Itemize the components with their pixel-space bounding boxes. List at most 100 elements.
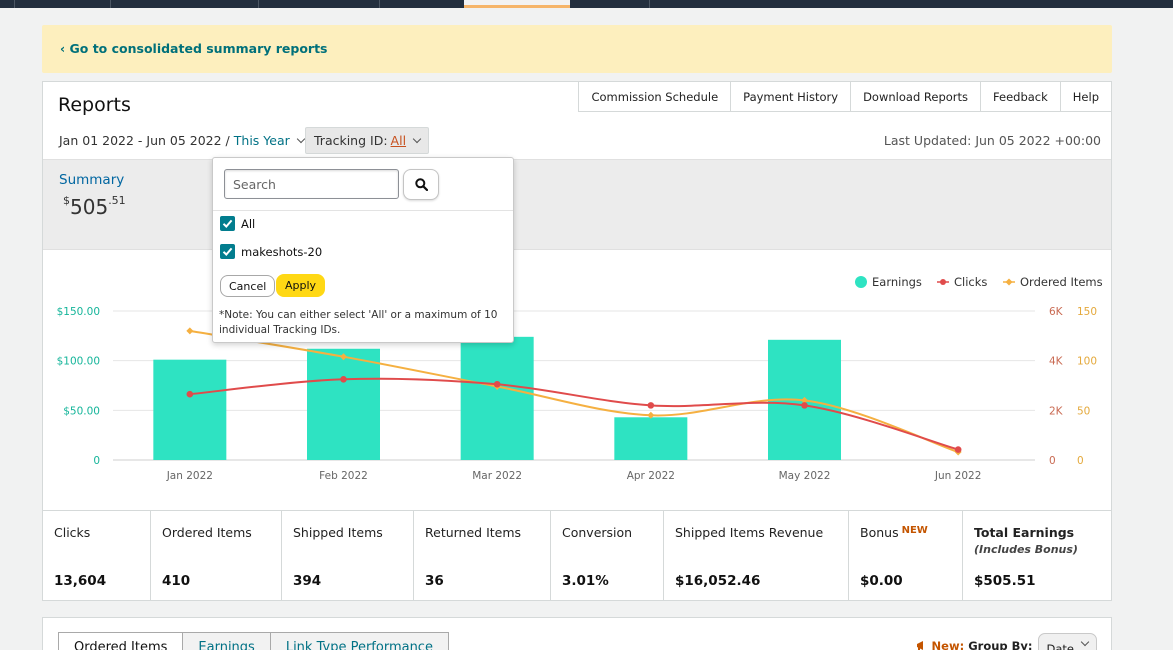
tab-payment-history[interactable]: Payment History	[730, 81, 852, 112]
option-label: makeshots-20	[241, 244, 323, 259]
nav-separator	[110, 0, 111, 8]
summary-currency: $	[63, 194, 70, 207]
tracking-id-dropdown[interactable]: Tracking ID: All	[305, 127, 430, 154]
legend-ordered-items: Ordered Items	[1020, 275, 1103, 289]
search-icon	[414, 178, 428, 191]
clicks-point	[493, 380, 501, 388]
clicks-point	[647, 402, 655, 409]
chevron-down-icon	[1080, 637, 1090, 647]
tab-link-type-performance[interactable]: Link Type Performance	[269, 632, 449, 650]
tab-help[interactable]: Help	[1059, 81, 1112, 112]
clicks-axis-tick: 0	[1049, 455, 1056, 467]
consolidated-banner: ‹ Go to consolidated summary reports	[42, 25, 1112, 73]
summary-cents: .51	[108, 194, 126, 207]
x-axis-tick: Jun 2022	[934, 470, 981, 482]
clicks-axis-tick: 2K	[1049, 405, 1064, 417]
items-axis-tick: 150	[1077, 306, 1097, 318]
nav-separator	[649, 0, 650, 8]
nav-separator	[258, 0, 259, 8]
new-feature-label: New:	[916, 639, 965, 650]
search-button[interactable]	[403, 169, 439, 200]
earnings-bar	[460, 336, 534, 460]
items-axis-tick: 50	[1077, 405, 1090, 417]
clicks-axis-tick: 4K	[1049, 356, 1064, 368]
group-by-label: Group By:	[968, 639, 1033, 650]
tab-earnings[interactable]: Earnings	[182, 632, 271, 650]
check-icon	[222, 247, 233, 256]
left-axis-tick: $50.00	[63, 405, 100, 417]
summary-band: Summary $505.51	[43, 159, 1111, 250]
metric-value: 394	[293, 573, 322, 589]
consolidated-summary-link[interactable]: ‹ Go to consolidated summary reports	[60, 41, 328, 56]
ordered-items-point	[186, 327, 194, 335]
report-top-tabs: Commission Schedule Payment History Down…	[578, 81, 1112, 112]
earnings-bar	[307, 348, 380, 460]
clicks-point	[801, 402, 808, 409]
date-preset-link[interactable]: This Year	[233, 133, 290, 148]
top-navigation-bar	[0, 0, 1173, 8]
metric-label: Bonus NEW	[860, 525, 928, 540]
summary-value: $505.51	[63, 194, 126, 219]
table-tab-list: Ordered Items Earnings Link Type Perform…	[58, 632, 449, 650]
metric-label: Shipped Items Revenue	[675, 525, 824, 540]
option-makeshots[interactable]: makeshots-20	[220, 244, 322, 259]
cancel-button[interactable]: Cancel	[220, 275, 276, 297]
selection-note: *Note: You can either select 'All' or a …	[219, 309, 498, 336]
summary-card[interactable]: Summary $505.51	[43, 160, 203, 249]
metric-bonus: Bonus NEW $0.00	[849, 511, 963, 601]
metric-value: $0.00	[860, 573, 903, 589]
option-all[interactable]: All	[220, 216, 255, 231]
metric-conversion: Conversion 3.01%	[551, 511, 664, 601]
ordered-items-point	[647, 411, 655, 419]
clicks-axis-tick: 6K	[1049, 306, 1064, 318]
metric-value: 3.01%	[562, 573, 609, 589]
ordered-items-line	[189, 329, 959, 454]
metric-value: $505.51	[974, 573, 1036, 589]
x-axis-tick: Feb 2022	[319, 470, 368, 482]
metric-value: 410	[162, 573, 191, 589]
nav-separator	[379, 0, 380, 8]
check-icon	[222, 219, 233, 228]
new-label: New:	[931, 639, 965, 650]
checkbox-checked[interactable]	[220, 216, 235, 231]
nav-separator	[14, 0, 15, 8]
items-axis-tick: 0	[1077, 455, 1084, 467]
tracking-search-input[interactable]	[224, 169, 399, 199]
legend-clicks: Clicks	[954, 275, 987, 289]
legend-earnings: Earnings	[872, 275, 922, 289]
earnings-bar	[614, 417, 688, 460]
tab-download-reports[interactable]: Download Reports	[850, 81, 982, 112]
nav-tab-active[interactable]	[464, 0, 570, 8]
metric-value: $16,052.46	[675, 573, 761, 589]
left-axis-tick: $150.00	[57, 306, 100, 318]
tracking-id-label: Tracking ID:	[314, 133, 388, 148]
metric-label: Ordered Items	[162, 525, 252, 540]
chevron-down-icon	[412, 134, 422, 144]
date-range-text: Jan 01 2022 - Jun 05 2022 /	[59, 133, 230, 148]
left-axis-tick: $100.00	[57, 356, 100, 368]
checkbox-checked[interactable]	[220, 244, 235, 259]
clicks-point	[340, 375, 347, 383]
clicks-point	[954, 446, 962, 453]
metric-total-earnings: Total Earnings (Includes Bonus) $505.51	[963, 511, 1111, 601]
summary-label[interactable]: Summary	[59, 172, 125, 188]
tab-feedback[interactable]: Feedback	[980, 81, 1061, 112]
legend-ordered-items-marker	[1005, 278, 1013, 286]
date-range-selector[interactable]: Jan 01 2022 - Jun 05 2022 / This Year	[59, 133, 306, 148]
clicks-point	[186, 390, 194, 398]
tab-ordered-items[interactable]: Ordered Items	[58, 632, 184, 650]
items-axis-tick: 100	[1077, 356, 1097, 368]
metric-shipped-revenue: Shipped Items Revenue $16,052.46	[664, 511, 849, 601]
metric-ordered-items: Ordered Items 410	[151, 511, 282, 601]
last-updated: Last Updated: Jun 05 2022 +00:00	[883, 133, 1101, 148]
megaphone-icon	[916, 641, 923, 650]
tab-commission-schedule[interactable]: Commission Schedule	[578, 81, 732, 112]
legend-clicks-marker	[940, 279, 946, 285]
metric-label: Conversion	[562, 525, 633, 540]
group-by-value: Date	[1046, 642, 1075, 650]
new-badge: NEW	[901, 525, 928, 536]
group-by-select[interactable]: Date	[1037, 633, 1097, 650]
tracking-id-value[interactable]: All	[390, 133, 407, 148]
x-axis-tick: May 2022	[779, 470, 831, 482]
apply-button[interactable]: Apply	[276, 274, 326, 297]
